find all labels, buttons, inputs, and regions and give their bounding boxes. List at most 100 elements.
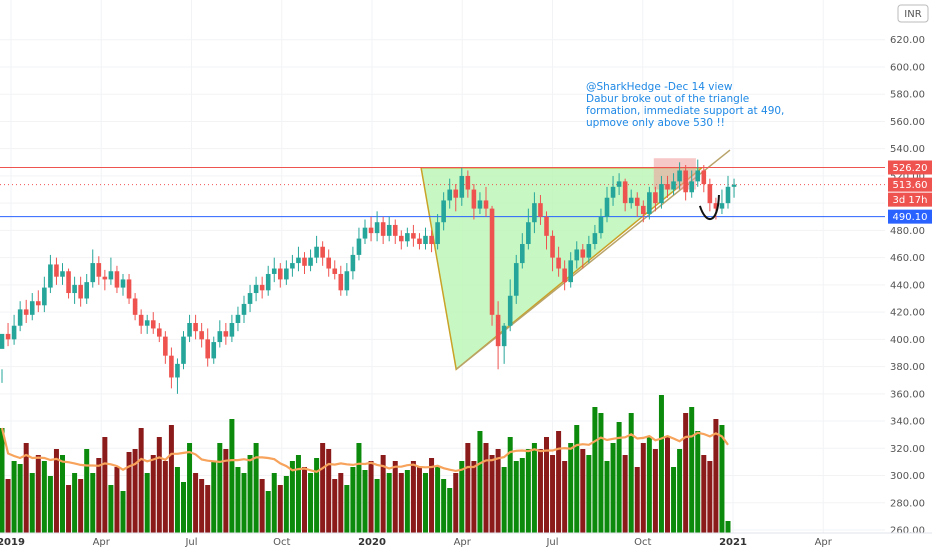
- candle-body: [465, 175, 471, 190]
- support-price-tag-text: 490.10: [893, 212, 928, 223]
- candle-body: [513, 263, 519, 296]
- volume-bar: [725, 521, 731, 533]
- candle: [163, 331, 168, 364]
- candle: [302, 252, 307, 274]
- volume-bar: [404, 470, 410, 533]
- volume-bar: [350, 467, 356, 533]
- volume-bar: [610, 443, 616, 533]
- candle: [66, 268, 71, 299]
- volume-bar: [235, 467, 241, 533]
- candle: [144, 314, 150, 334]
- volume-bar: [181, 482, 186, 533]
- y-tick-label: 560.00: [890, 117, 925, 128]
- candle: [259, 276, 265, 299]
- candle: [701, 165, 707, 193]
- candle-body: [271, 268, 277, 274]
- candle-body: [199, 331, 204, 340]
- volume-bar: [90, 473, 96, 533]
- candle: [314, 235, 319, 264]
- volume-bar: [23, 443, 29, 533]
- candle: [386, 216, 392, 242]
- candle: [520, 233, 525, 269]
- candle-body: [187, 323, 192, 337]
- candle-body: [169, 355, 174, 378]
- volume-bar: [150, 455, 156, 533]
- annotation-text[interactable]: @SharkHedge -Dec 14 view Dabur broke out…: [586, 81, 784, 129]
- candle-body: [405, 233, 410, 242]
- volume-bar: [719, 425, 725, 533]
- candle: [380, 216, 386, 245]
- candle-body: [144, 320, 150, 326]
- candle: [628, 189, 634, 209]
- x-tick-label: Apr: [815, 537, 833, 548]
- volume-bar: [489, 455, 495, 533]
- candle-body: [29, 301, 35, 315]
- candle: [604, 186, 610, 223]
- volume-bar: [338, 473, 344, 533]
- candle: [96, 256, 102, 285]
- candle: [338, 265, 344, 296]
- annotation-line: formation, immediate support at 490,: [586, 105, 784, 117]
- bounce-arrow-curve[interactable]: [698, 194, 720, 220]
- candle-body: [671, 181, 676, 190]
- x-tick-label: 2020: [358, 537, 386, 548]
- candle: [36, 290, 41, 313]
- volume-bar: [531, 443, 537, 533]
- candle: [0, 333, 5, 383]
- volume-bar: [289, 461, 295, 533]
- candle: [441, 192, 446, 231]
- candle-body: [695, 170, 701, 182]
- candle-body: [586, 244, 592, 258]
- candle: [332, 260, 338, 280]
- candle: [175, 358, 180, 394]
- candle-body: [616, 181, 622, 187]
- volume-bar: [241, 473, 247, 533]
- candle: [205, 328, 210, 367]
- volume-bar: [120, 491, 126, 533]
- volume-bar: [574, 425, 580, 533]
- candle-body: [42, 287, 47, 306]
- candle: [562, 260, 567, 291]
- x-axis[interactable]: 2019 Apr Jul Oct 2020 Apr Jul Oct 2021 Apr: [0, 532, 932, 548]
- y-tick-label: 460.00: [890, 253, 925, 264]
- candle: [320, 241, 325, 266]
- volume-bar: [447, 488, 453, 533]
- volume-bar: [622, 455, 628, 533]
- candle-body: [659, 184, 664, 204]
- candle-body: [223, 331, 229, 337]
- volume-bar: [616, 422, 622, 533]
- currency-button[interactable]: INR: [897, 4, 929, 23]
- y-tick-label: 600.00: [890, 62, 925, 73]
- countdown-tag-box: [888, 192, 932, 207]
- volume-bar: [84, 449, 90, 533]
- volume-bar: [295, 455, 301, 533]
- volume-bar: [356, 443, 362, 533]
- candle-body: [538, 203, 543, 217]
- candle-body: [689, 181, 694, 193]
- candle: [580, 244, 586, 269]
- y-tick-label: 420.00: [890, 308, 925, 319]
- candle: [731, 178, 737, 198]
- candle-body: [193, 323, 198, 332]
- candle: [138, 309, 144, 334]
- candle-body: [628, 197, 634, 204]
- volume-bar: [211, 461, 217, 533]
- candle: [556, 246, 561, 277]
- candle: [362, 219, 368, 245]
- candle-body: [477, 200, 483, 209]
- annotation-line: Dabur broke out of the triangle: [586, 93, 749, 105]
- x-tick-label: Oct: [273, 537, 290, 548]
- candle: [326, 249, 331, 277]
- volume-bar: [223, 449, 229, 533]
- candle: [689, 170, 694, 198]
- y-tick-label: 280.00: [890, 498, 925, 509]
- volume-bar: [374, 479, 380, 533]
- candle-body: [483, 200, 489, 209]
- candle: [574, 241, 580, 269]
- candle: [683, 165, 688, 201]
- candle: [193, 314, 198, 340]
- candle: [108, 257, 114, 285]
- candle-body: [386, 224, 392, 236]
- candle: [610, 175, 616, 206]
